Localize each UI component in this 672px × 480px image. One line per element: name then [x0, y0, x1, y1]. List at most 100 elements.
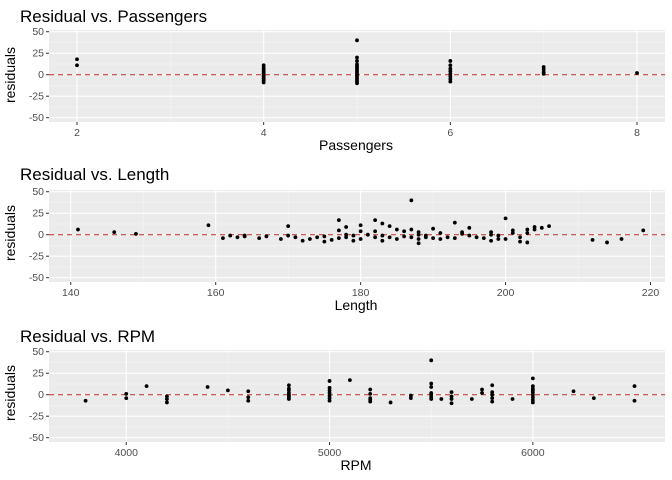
data-point: [315, 235, 320, 240]
data-point: [286, 224, 291, 229]
panel-background: [49, 190, 665, 282]
data-point: [373, 218, 378, 222]
data-point: [429, 397, 434, 401]
data-point: [467, 225, 472, 230]
chart-title: Residual vs. Length: [20, 165, 169, 184]
data-point: [286, 233, 291, 238]
data-point: [358, 223, 363, 228]
y-tick-label: 0: [38, 229, 44, 241]
data-point: [336, 228, 341, 233]
data-point: [355, 59, 359, 63]
x-tick-label: 4000: [115, 447, 139, 459]
x-tick-label: 180: [352, 287, 370, 299]
data-point: [518, 239, 522, 244]
data-point: [448, 79, 453, 84]
data-point: [490, 392, 495, 397]
data-point: [409, 235, 414, 240]
data-point: [530, 400, 535, 405]
x-tick-label: 160: [207, 287, 225, 299]
data-point: [467, 233, 472, 238]
data-point: [632, 384, 637, 389]
data-point: [75, 63, 79, 68]
data-point: [481, 236, 486, 241]
data-point: [373, 229, 378, 234]
data-point: [408, 396, 413, 401]
plot-panel: 4000 5000 6000 -50 -25 0 25 50: [29, 346, 665, 459]
y-axis-label: residuals: [2, 365, 18, 421]
data-point: [394, 227, 399, 232]
data-point: [329, 237, 334, 242]
y-tick-label: -50: [29, 432, 44, 444]
x-tick-label: 4: [261, 127, 267, 139]
data-point: [165, 400, 169, 405]
y-tick-label: -25: [29, 411, 44, 423]
data-point: [322, 234, 327, 239]
data-point: [518, 235, 522, 240]
data-point: [438, 231, 443, 235]
data-point: [365, 232, 370, 237]
data-point: [439, 397, 444, 401]
data-point: [409, 198, 414, 203]
y-tick-label: -25: [29, 91, 44, 103]
data-point: [490, 399, 495, 404]
data-point: [286, 383, 291, 388]
data-point: [355, 81, 359, 86]
data-point: [448, 63, 453, 68]
x-tick-label: 6000: [521, 447, 545, 459]
data-point: [632, 398, 637, 403]
data-point: [327, 379, 332, 383]
data-point: [489, 230, 493, 235]
data-point: [448, 59, 453, 63]
data-point: [307, 237, 312, 241]
data-point: [358, 237, 363, 241]
data-point: [380, 221, 385, 226]
x-tick-label: 2: [74, 127, 80, 139]
data-point: [264, 234, 269, 239]
data-point: [358, 229, 363, 234]
y-tick-label: 50: [32, 26, 44, 38]
data-point: [336, 236, 341, 241]
data-point: [445, 235, 450, 240]
data-point: [355, 38, 359, 43]
data-point: [344, 235, 349, 240]
data-point: [416, 237, 421, 241]
data-point: [530, 376, 535, 381]
y-tick-label: -50: [29, 112, 44, 124]
data-point: [336, 218, 341, 222]
data-point: [429, 381, 434, 386]
data-point: [221, 236, 225, 241]
data-point: [619, 237, 624, 241]
data-point: [431, 236, 435, 241]
data-point: [402, 229, 407, 234]
y-tick-label: 25: [32, 48, 44, 60]
data-point: [279, 237, 283, 241]
data-point: [547, 224, 551, 229]
data-point: [452, 236, 457, 241]
data-point: [416, 230, 421, 235]
chart-title: Residual vs. RPM: [20, 327, 155, 346]
data-point: [380, 238, 385, 243]
x-axis-label: Length: [335, 297, 378, 313]
data-point: [452, 220, 457, 225]
x-tick-label: 8: [634, 127, 640, 139]
data-point: [293, 235, 298, 240]
data-point: [480, 387, 484, 392]
data-point: [257, 236, 262, 241]
data-point: [431, 226, 435, 231]
data-point: [510, 231, 515, 235]
data-point: [503, 216, 508, 221]
data-point: [429, 385, 434, 389]
data-point: [641, 228, 646, 233]
x-tick-label: 5000: [318, 447, 342, 459]
data-point: [541, 71, 546, 76]
data-point: [480, 391, 484, 395]
data-point: [449, 390, 454, 395]
data-point: [300, 238, 305, 243]
data-point: [165, 397, 169, 401]
data-point: [387, 235, 392, 240]
data-point: [416, 241, 421, 246]
x-tick-label: 140: [62, 287, 80, 299]
data-point: [205, 385, 210, 389]
data-point: [429, 358, 434, 363]
data-point: [460, 230, 464, 235]
